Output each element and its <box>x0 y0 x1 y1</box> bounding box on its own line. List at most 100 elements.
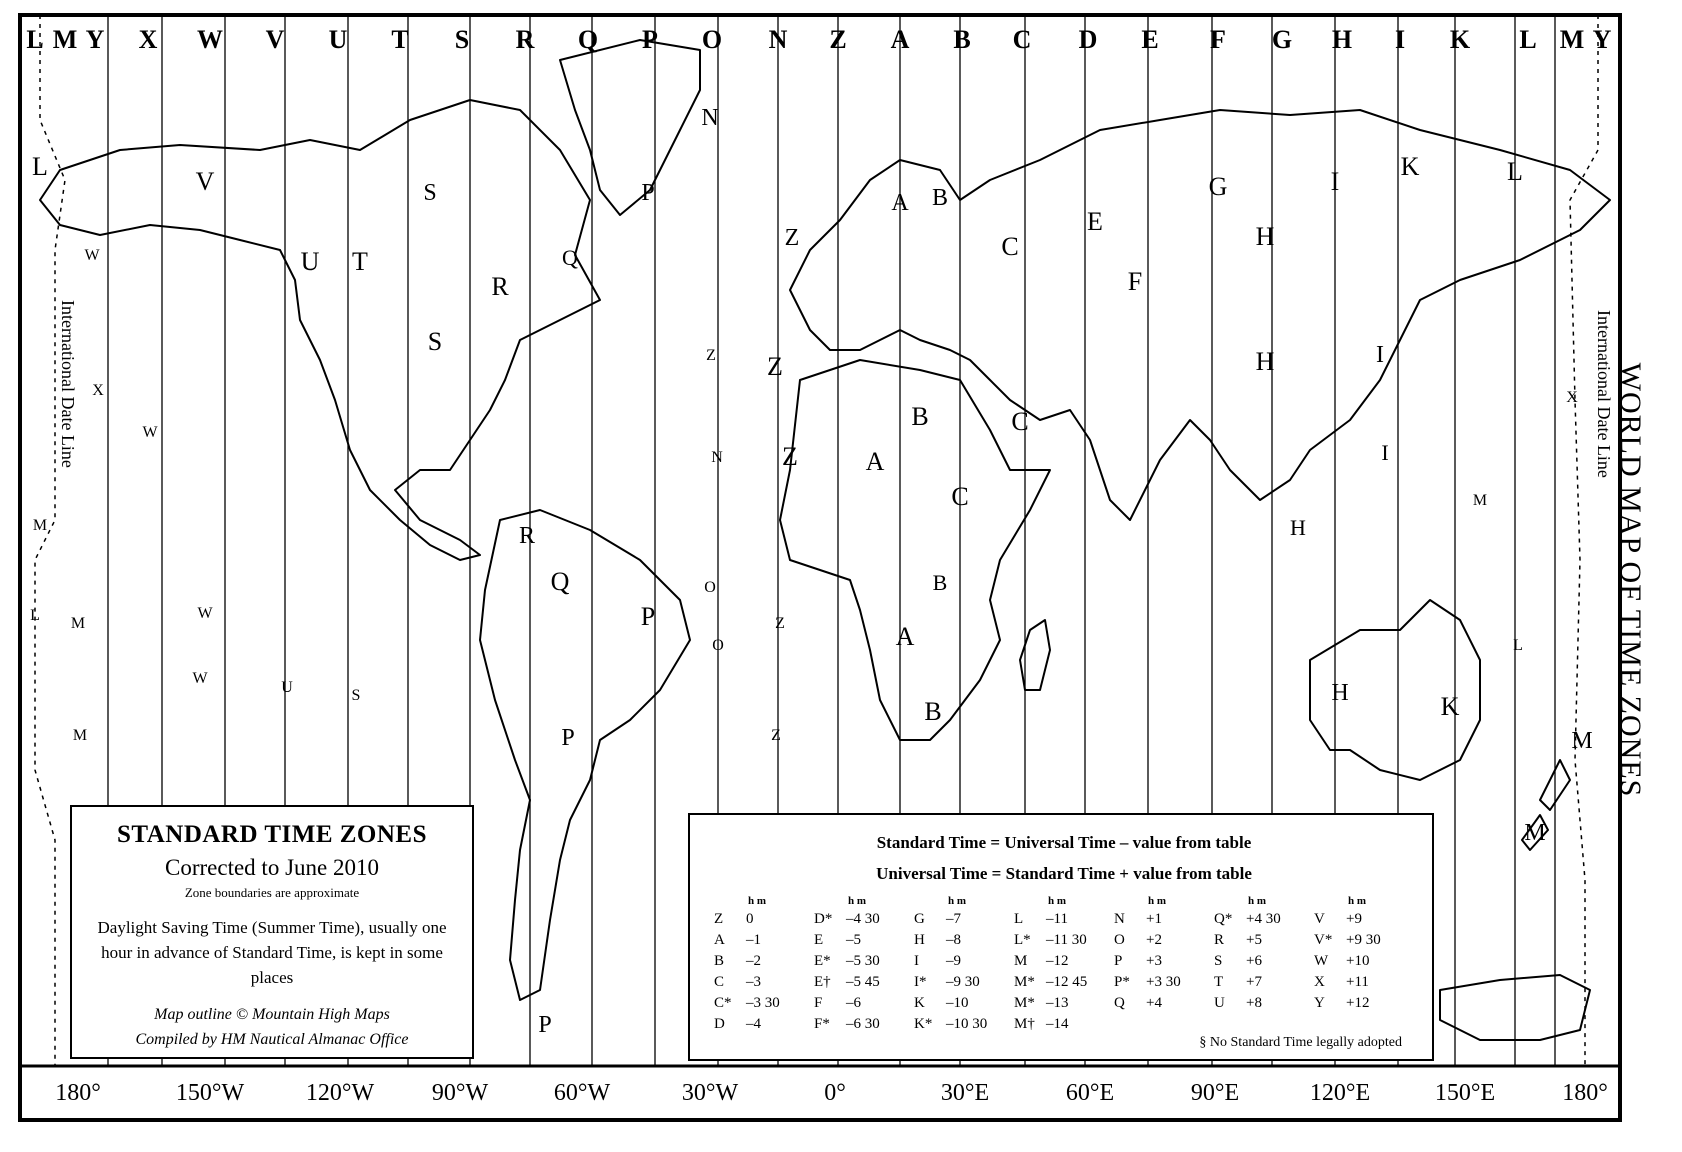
region-zone-letter: Q <box>551 567 570 596</box>
region-zone-letter: R <box>491 272 509 301</box>
longitude-label: 150°E <box>1435 1080 1495 1106</box>
map-title: WORLD MAP OF TIME ZONES <box>1614 362 1647 798</box>
region-zone-letter: H <box>1290 515 1306 540</box>
zone-table-column: h m Q* +4 30 R +5 S +6 T +7 U +8 <box>1214 895 1314 1037</box>
region-zone-letter: C <box>1011 407 1028 436</box>
longitude-label: 120°E <box>1310 1080 1370 1106</box>
region-zone-letter: E <box>1087 207 1103 236</box>
zone-table-row: U +8 <box>1214 995 1314 1016</box>
date-line-label-west: International Date Line <box>58 300 78 468</box>
region-zone-letter: M <box>1571 728 1592 754</box>
zone-table-row: N +1 <box>1114 911 1214 932</box>
australia-outline <box>1309 599 1481 781</box>
zone-letter: R <box>1214 932 1225 948</box>
zone-offset: +1 <box>1146 911 1162 927</box>
zone-letter: U <box>1214 995 1225 1011</box>
zone-table-row: Q +4 <box>1114 995 1214 1016</box>
zone-table-row: G –7 <box>914 911 1014 932</box>
zone-offset: –1 <box>746 932 761 948</box>
longitude-label: 120°W <box>306 1080 375 1106</box>
zone-letter: T <box>1214 974 1224 990</box>
zone-table-row: M –12 <box>1014 953 1114 974</box>
zone-offset: –5 <box>846 932 861 948</box>
zone-table-row: E* –5 30 <box>814 953 914 974</box>
zone-table-row: P +3 <box>1114 953 1214 974</box>
region-zone-letter: L <box>30 607 40 624</box>
zone-table-row: I –9 <box>914 953 1014 974</box>
region-zone-letter: Z <box>771 727 781 744</box>
longitude-label: 60°W <box>554 1080 611 1106</box>
zone-table-row: Q* +4 30 <box>1214 911 1314 932</box>
longitude-label: 60°E <box>1066 1080 1114 1106</box>
credit-compiled-by: Compiled by HM Nautical Almanac Office <box>135 1031 409 1048</box>
north-america-outline <box>39 99 601 561</box>
zone-offset: –6 <box>846 995 861 1011</box>
zone-offset: +4 <box>1146 995 1162 1011</box>
zone-letter: K* <box>914 1016 933 1032</box>
zone-table-row: V* +9 30 <box>1314 932 1414 953</box>
zone-offset: –10 <box>946 995 969 1011</box>
region-zone-letter: U <box>301 247 320 276</box>
zone-letter: C <box>714 974 725 990</box>
region-zone-letter: R <box>519 523 535 549</box>
zone-letter: Q <box>1114 995 1125 1011</box>
top-zone-letter: R <box>516 25 535 54</box>
region-zone-letter: C <box>951 482 968 511</box>
zone-offset-table: h m Z 0 A –1 B –2 C –3 C* –3 30 D –4 h m D* –4 30 E –5 E* –… <box>714 895 1414 1037</box>
zone-table-row: P* +3 30 <box>1114 974 1214 995</box>
zone-offset: –10 30 <box>946 1016 988 1032</box>
hm-header: h m <box>1248 895 1267 907</box>
zone-letter: E <box>814 932 824 948</box>
zone-table-row: W +10 <box>1314 953 1414 974</box>
zone-table-row: C* –3 30 <box>714 995 814 1016</box>
legend-title: STANDARD TIME ZONES <box>116 821 428 848</box>
zone-letter: O <box>1114 932 1125 948</box>
region-zone-letter: N <box>711 449 723 466</box>
region-zone-letter: Z <box>767 352 783 381</box>
region-zone-letter: B <box>933 570 948 595</box>
hm-header: h m <box>748 895 767 907</box>
region-zone-letter: G <box>1209 172 1228 201</box>
region-zone-letter: H <box>1256 347 1275 376</box>
region-zone-letter: L <box>1507 157 1523 186</box>
zone-letter: E† <box>814 974 831 990</box>
region-zone-letter: S <box>428 327 442 356</box>
zone-table-row: Y +12 <box>1314 995 1414 1016</box>
zone-letter: X <box>1314 974 1325 990</box>
zone-table-column: h m L –11 L* –11 30 M –12 M* –12 45 M* –13 M† –14 <box>1014 895 1114 1037</box>
zone-table-column: h m G –7 H –8 I –9 I* –9 30 K –10 K* –10 30 <box>914 895 1014 1037</box>
region-zone-letter: K <box>1441 692 1460 721</box>
greenland-outline <box>559 39 701 216</box>
zone-offset: +9 30 <box>1346 932 1381 948</box>
region-zone-letter: Z <box>706 347 716 364</box>
zone-offset: –5 45 <box>846 974 880 990</box>
region-zone-letter: C <box>1001 232 1018 261</box>
zone-offset: –3 30 <box>746 995 780 1011</box>
longitude-label: 180° <box>55 1080 101 1106</box>
zone-table-row: I* –9 30 <box>914 974 1014 995</box>
zone-table-row: X +11 <box>1314 974 1414 995</box>
region-zone-letter: P <box>641 180 654 206</box>
zone-table-row: M† –14 <box>1014 1016 1114 1037</box>
zone-offset: –9 <box>946 953 961 969</box>
region-zone-letter: B <box>924 697 941 726</box>
zone-letter: I <box>914 953 919 969</box>
zone-table-column: h m D* –4 30 E –5 E* –5 30 E† –5 45 F –6 F* –6 30 <box>814 895 914 1037</box>
region-zone-letter: W <box>197 605 213 622</box>
zone-offset: –2 <box>746 953 761 969</box>
date-line-label-east: International Date Line <box>1594 310 1614 478</box>
top-zone-letter: Y <box>86 25 105 54</box>
zone-offset: +4 30 <box>1246 911 1281 927</box>
zone-table-column: h m N +1 O +2 P +3 P* +3 30 Q +4 <box>1114 895 1214 1037</box>
madagascar-outline <box>1019 619 1051 691</box>
zone-offset: +9 <box>1346 911 1362 927</box>
standard-time-zones-legend: STANDARD TIME ZONES Corrected to June 20… <box>70 805 474 1059</box>
top-zone-letter: D <box>1079 25 1098 54</box>
zone-letter: D* <box>814 911 833 927</box>
zone-letter: D <box>714 1016 725 1032</box>
zone-table-row: C –3 <box>714 974 814 995</box>
formula-universal-time: Universal Time = Standard Time + value f… <box>876 864 1252 883</box>
zone-table-row: V +9 <box>1314 911 1414 932</box>
region-zone-letter: B <box>911 402 928 431</box>
